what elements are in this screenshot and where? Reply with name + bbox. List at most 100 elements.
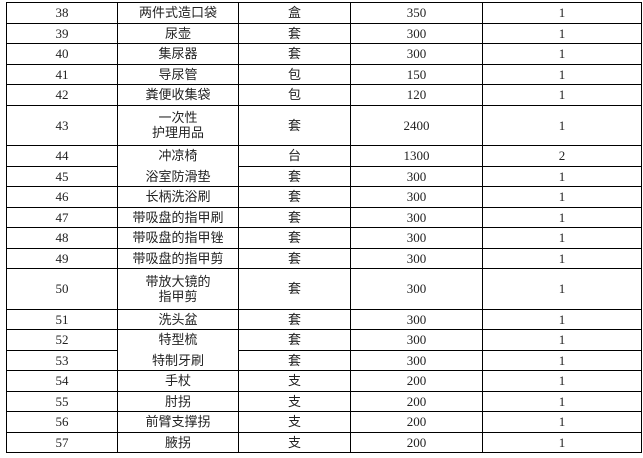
- item-name: 带吸盘的指甲剪: [117, 247, 239, 269]
- item-price: 300: [350, 186, 483, 208]
- item-price: 300: [350, 308, 483, 330]
- item-quantity: 1: [482, 411, 642, 433]
- table-row: 40 集尿器套 300 1: [6, 43, 642, 65]
- item-number: 48: [6, 227, 118, 249]
- item-unit: 套: [238, 329, 351, 351]
- item-number: 41: [6, 63, 118, 85]
- item-price: 2400: [350, 104, 483, 146]
- item-price: 300: [350, 165, 483, 187]
- item-unit: 支: [238, 390, 351, 412]
- item-name: 特型梳: [117, 329, 239, 350]
- item-quantity: 2: [482, 145, 642, 167]
- item-number: 46: [6, 186, 118, 208]
- item-unit: 支: [238, 411, 351, 433]
- item-quantity: 1: [482, 63, 642, 85]
- item-unit: 套: [238, 206, 351, 228]
- table-row: 51 洗头盆套 300 1: [6, 308, 642, 330]
- item-number: 49: [6, 247, 118, 269]
- table-row: 50 带放大镜的 指甲剪套 300 1: [6, 268, 642, 310]
- item-unit: 支: [238, 431, 351, 453]
- item-quantity: 1: [482, 349, 642, 371]
- table-row: 38 两件式造口袋盒 350 1: [6, 2, 642, 24]
- item-name: 特制牙刷: [117, 349, 239, 371]
- item-number: 43: [6, 104, 118, 146]
- table-row: 44 冲凉椅台 1300 2: [6, 145, 642, 167]
- item-quantity: 1: [482, 431, 642, 453]
- table-row: 42 粪便收集袋包 120 1: [6, 84, 642, 106]
- item-price: 300: [350, 227, 483, 249]
- item-unit: 包: [238, 84, 351, 106]
- item-number: 55: [6, 390, 118, 412]
- item-unit: 套: [238, 22, 351, 44]
- table-row: 39 尿壶套 300 1: [6, 22, 642, 44]
- table-row: 52 特型梳套 300 1: [6, 329, 642, 351]
- item-name: 肘拐: [117, 390, 239, 412]
- item-number: 53: [6, 349, 118, 371]
- item-price: 300: [350, 22, 483, 44]
- item-number: 44: [6, 145, 118, 167]
- item-quantity: 1: [482, 390, 642, 412]
- table-row: 41 导尿管包 150 1: [6, 63, 642, 85]
- table-row: 49 带吸盘的指甲剪套 300 1: [6, 247, 642, 269]
- item-quantity: 1: [482, 22, 642, 44]
- item-name: 尿壶: [117, 22, 239, 44]
- item-quantity: 1: [482, 206, 642, 228]
- item-unit: 套: [238, 349, 351, 371]
- item-number: 47: [6, 206, 118, 228]
- item-number: 42: [6, 84, 118, 106]
- item-quantity: 1: [482, 186, 642, 208]
- item-quantity: 1: [482, 227, 642, 249]
- item-price: 300: [350, 329, 483, 351]
- item-quantity: 1: [482, 308, 642, 330]
- item-unit: 支: [238, 370, 351, 392]
- item-name: 带放大镜的 指甲剪: [117, 268, 239, 310]
- table-row: 43 一次性 护理用品套 2400 1: [6, 104, 642, 146]
- item-quantity: 1: [482, 84, 642, 106]
- item-unit: 套: [238, 247, 351, 269]
- item-name: 集尿器: [117, 43, 239, 65]
- item-unit: 套: [238, 43, 351, 65]
- table-row: 53 特制牙刷套 300 1: [6, 349, 642, 371]
- item-quantity: 1: [482, 165, 642, 187]
- item-number: 52: [6, 329, 118, 351]
- table-row: 54 手杖支 200 1: [6, 370, 642, 392]
- item-name: 洗头盆: [117, 308, 239, 330]
- item-name: 一次性 护理用品: [117, 104, 239, 146]
- item-name: 前臂支撑拐: [117, 411, 239, 433]
- item-quantity: 1: [482, 104, 642, 146]
- item-unit: 盒: [238, 2, 351, 24]
- item-price: 300: [350, 206, 483, 228]
- table-row: 56 前臂支撑拐支 200 1: [6, 411, 642, 433]
- item-name: 手杖: [117, 370, 239, 392]
- item-number: 51: [6, 308, 118, 330]
- item-unit: 套: [238, 165, 351, 187]
- table-row: 45 浴室防滑垫套 300 1: [6, 165, 642, 187]
- item-price: 200: [350, 370, 483, 392]
- item-name: 粪便收集袋: [117, 84, 239, 106]
- table-row: 48 带吸盘的指甲锉套 300 1: [6, 227, 642, 249]
- item-name: 两件式造口袋: [117, 2, 239, 24]
- item-number: 45: [6, 165, 118, 187]
- item-price: 300: [350, 247, 483, 269]
- item-number: 40: [6, 43, 118, 65]
- item-name: 导尿管: [117, 63, 239, 85]
- item-price: 120: [350, 84, 483, 106]
- item-quantity: 1: [482, 268, 642, 310]
- item-name: 带吸盘的指甲锉: [117, 227, 239, 249]
- item-price: 300: [350, 43, 483, 65]
- item-unit: 套: [238, 186, 351, 208]
- table-row: 46 长柄洗浴刷套 300 1: [6, 186, 642, 208]
- item-number: 39: [6, 22, 118, 44]
- item-price: 300: [350, 349, 483, 371]
- item-number: 38: [6, 2, 118, 24]
- item-price: 200: [350, 411, 483, 433]
- item-quantity: 1: [482, 329, 642, 351]
- item-unit: 套: [238, 227, 351, 249]
- item-price: 1300: [350, 145, 483, 167]
- item-number: 50: [6, 268, 118, 310]
- item-price: 350: [350, 2, 483, 24]
- item-number: 54: [6, 370, 118, 392]
- equipment-table: 38 两件式造口袋盒 350 1 39 尿壶套 300 1 40 集尿器套 300 1 41 导尿管包 15…: [6, 2, 642, 453]
- item-unit: 套: [238, 308, 351, 330]
- item-number: 57: [6, 431, 118, 453]
